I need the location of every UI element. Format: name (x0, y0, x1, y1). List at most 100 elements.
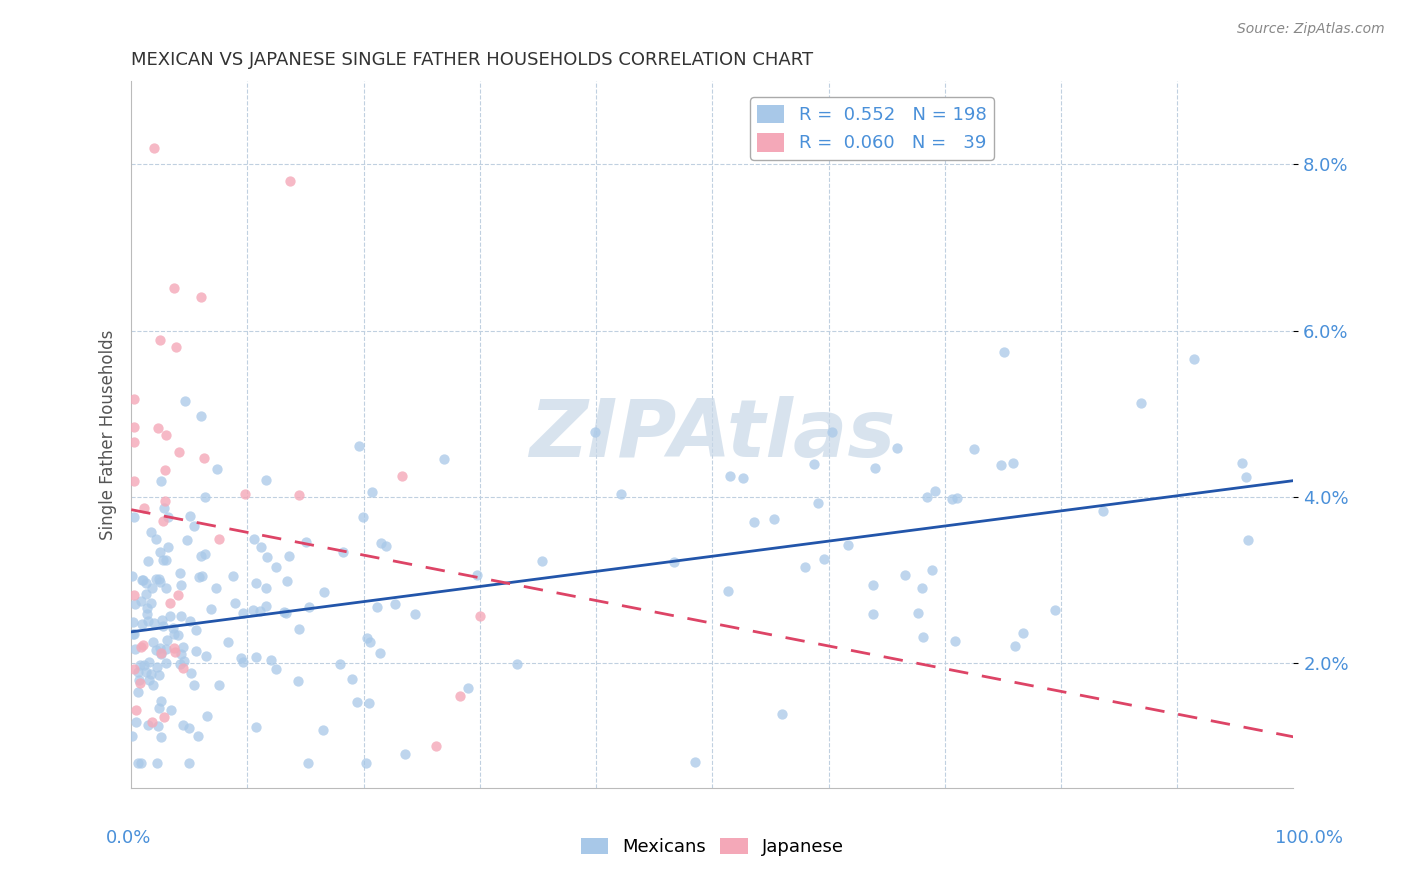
Point (122, 615, 145, 630)
Point (404, 607, 426, 621)
Point (146, 660, 169, 674)
Point (276, 574, 298, 588)
Point (180, 666, 202, 681)
Point (131, 617, 153, 632)
Point (149, 648, 172, 662)
Point (122, 662, 145, 676)
Point (150, 646, 173, 660)
Point (121, 569, 143, 583)
Point (186, 644, 208, 658)
Point (145, 533, 167, 547)
Point (149, 575, 172, 590)
Point (127, 685, 149, 699)
Y-axis label: Single Father Households: Single Father Households (100, 329, 117, 540)
Point (155, 657, 177, 671)
Point (145, 643, 167, 657)
Point (152, 501, 174, 516)
Point (122, 435, 145, 450)
Point (195, 649, 218, 664)
Point (139, 596, 162, 610)
Point (127, 756, 149, 770)
Legend: R =  0.552   N = 198, R =  0.060   N =   39: R = 0.552 N = 198, R = 0.060 N = 39 (751, 97, 994, 160)
Point (943, 633, 966, 648)
Point (141, 524, 163, 539)
Point (162, 281, 184, 295)
Point (232, 607, 254, 621)
Point (718, 469, 741, 483)
Point (149, 474, 172, 488)
Point (155, 552, 177, 566)
Point (153, 494, 176, 508)
Point (329, 657, 352, 672)
Point (609, 487, 631, 501)
Point (145, 756, 167, 770)
Point (149, 640, 172, 655)
Text: 100.0%: 100.0% (1275, 829, 1343, 847)
Point (159, 596, 181, 610)
Point (141, 581, 163, 595)
Point (135, 665, 157, 680)
Point (188, 570, 211, 584)
Point (941, 491, 963, 506)
Point (177, 756, 200, 770)
Point (194, 490, 217, 504)
Point (425, 739, 447, 754)
Point (155, 581, 177, 595)
Point (449, 690, 471, 704)
Point (167, 628, 190, 642)
Point (148, 668, 170, 682)
Point (122, 474, 145, 488)
Point (375, 539, 398, 553)
Point (1004, 640, 1026, 654)
Point (280, 174, 302, 188)
Point (224, 597, 246, 611)
Point (803, 457, 825, 471)
Point (368, 647, 391, 661)
Point (150, 613, 173, 627)
Point (312, 723, 335, 738)
Point (457, 681, 479, 695)
Point (170, 647, 193, 661)
Point (794, 560, 817, 574)
Point (170, 609, 193, 624)
Point (132, 501, 155, 516)
Point (352, 509, 374, 524)
Point (162, 621, 184, 635)
Point (359, 634, 381, 648)
Point (132, 573, 155, 587)
Point (259, 653, 281, 667)
Point (717, 584, 740, 599)
Point (157, 541, 180, 555)
Point (172, 660, 194, 674)
Point (169, 566, 191, 580)
Point (993, 345, 1015, 359)
Point (222, 569, 245, 583)
Point (266, 560, 288, 574)
Point (1237, 533, 1260, 547)
Point (254, 473, 277, 487)
Point (294, 534, 316, 549)
Point (122, 420, 145, 434)
Point (274, 606, 297, 620)
Point (1043, 602, 1066, 616)
Point (142, 678, 165, 692)
Point (683, 755, 706, 769)
Point (287, 673, 309, 688)
Point (391, 469, 413, 483)
Point (173, 640, 195, 654)
Point (298, 600, 321, 615)
Point (163, 627, 186, 641)
Point (152, 515, 174, 529)
Point (243, 532, 266, 546)
Point (1012, 626, 1035, 640)
Point (506, 657, 529, 671)
Point (273, 606, 295, 620)
Point (664, 555, 686, 569)
Point (190, 568, 212, 582)
Point (807, 496, 830, 510)
Point (232, 655, 254, 669)
Point (179, 614, 201, 628)
Point (332, 545, 354, 559)
Point (990, 458, 1012, 472)
Point (152, 553, 174, 567)
